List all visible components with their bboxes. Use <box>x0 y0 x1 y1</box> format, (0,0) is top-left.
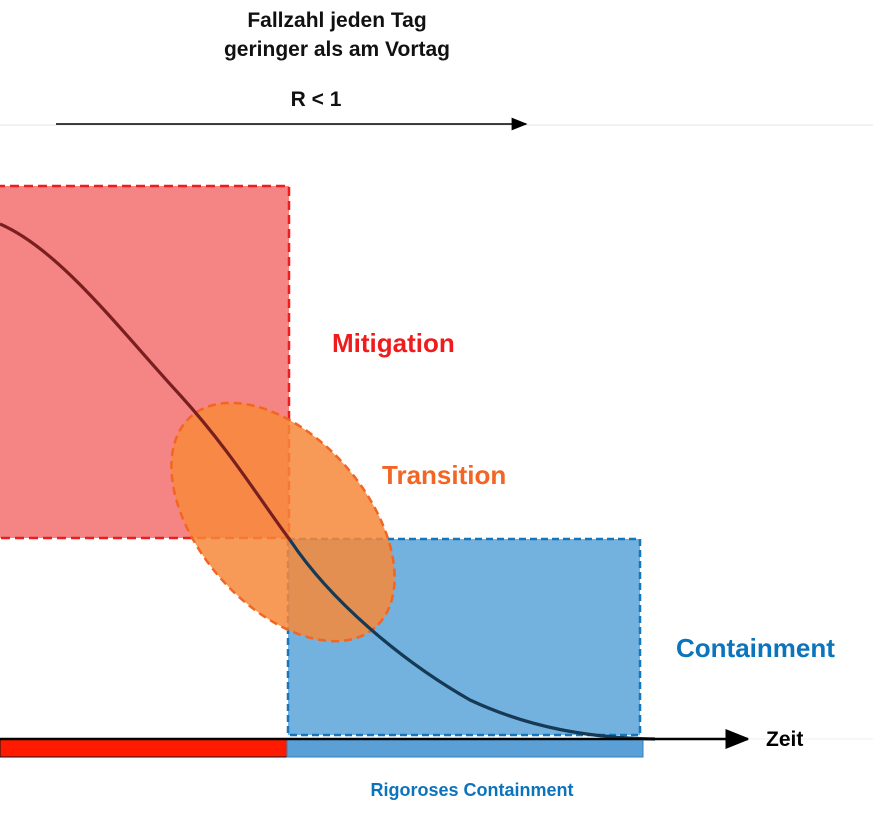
case-curve-lower <box>288 539 656 741</box>
case-curve-upper <box>0 222 292 541</box>
transition-label: Transition <box>382 460 506 490</box>
transition-zone <box>170 401 396 643</box>
containment-label: Containment <box>676 633 835 663</box>
containment-bar <box>286 738 644 758</box>
header-line-1: Fallzahl jeden Tag <box>247 9 426 32</box>
header-line-2: geringer als am Vortag <box>224 38 450 61</box>
rigorous-containment-label: Rigoroses Containment <box>370 780 573 800</box>
mitigation-bar <box>0 738 288 758</box>
time-axis-label: Zeit <box>766 728 803 751</box>
r-label: R < 1 <box>291 88 342 111</box>
mitigation-label: Mitigation <box>332 328 455 358</box>
